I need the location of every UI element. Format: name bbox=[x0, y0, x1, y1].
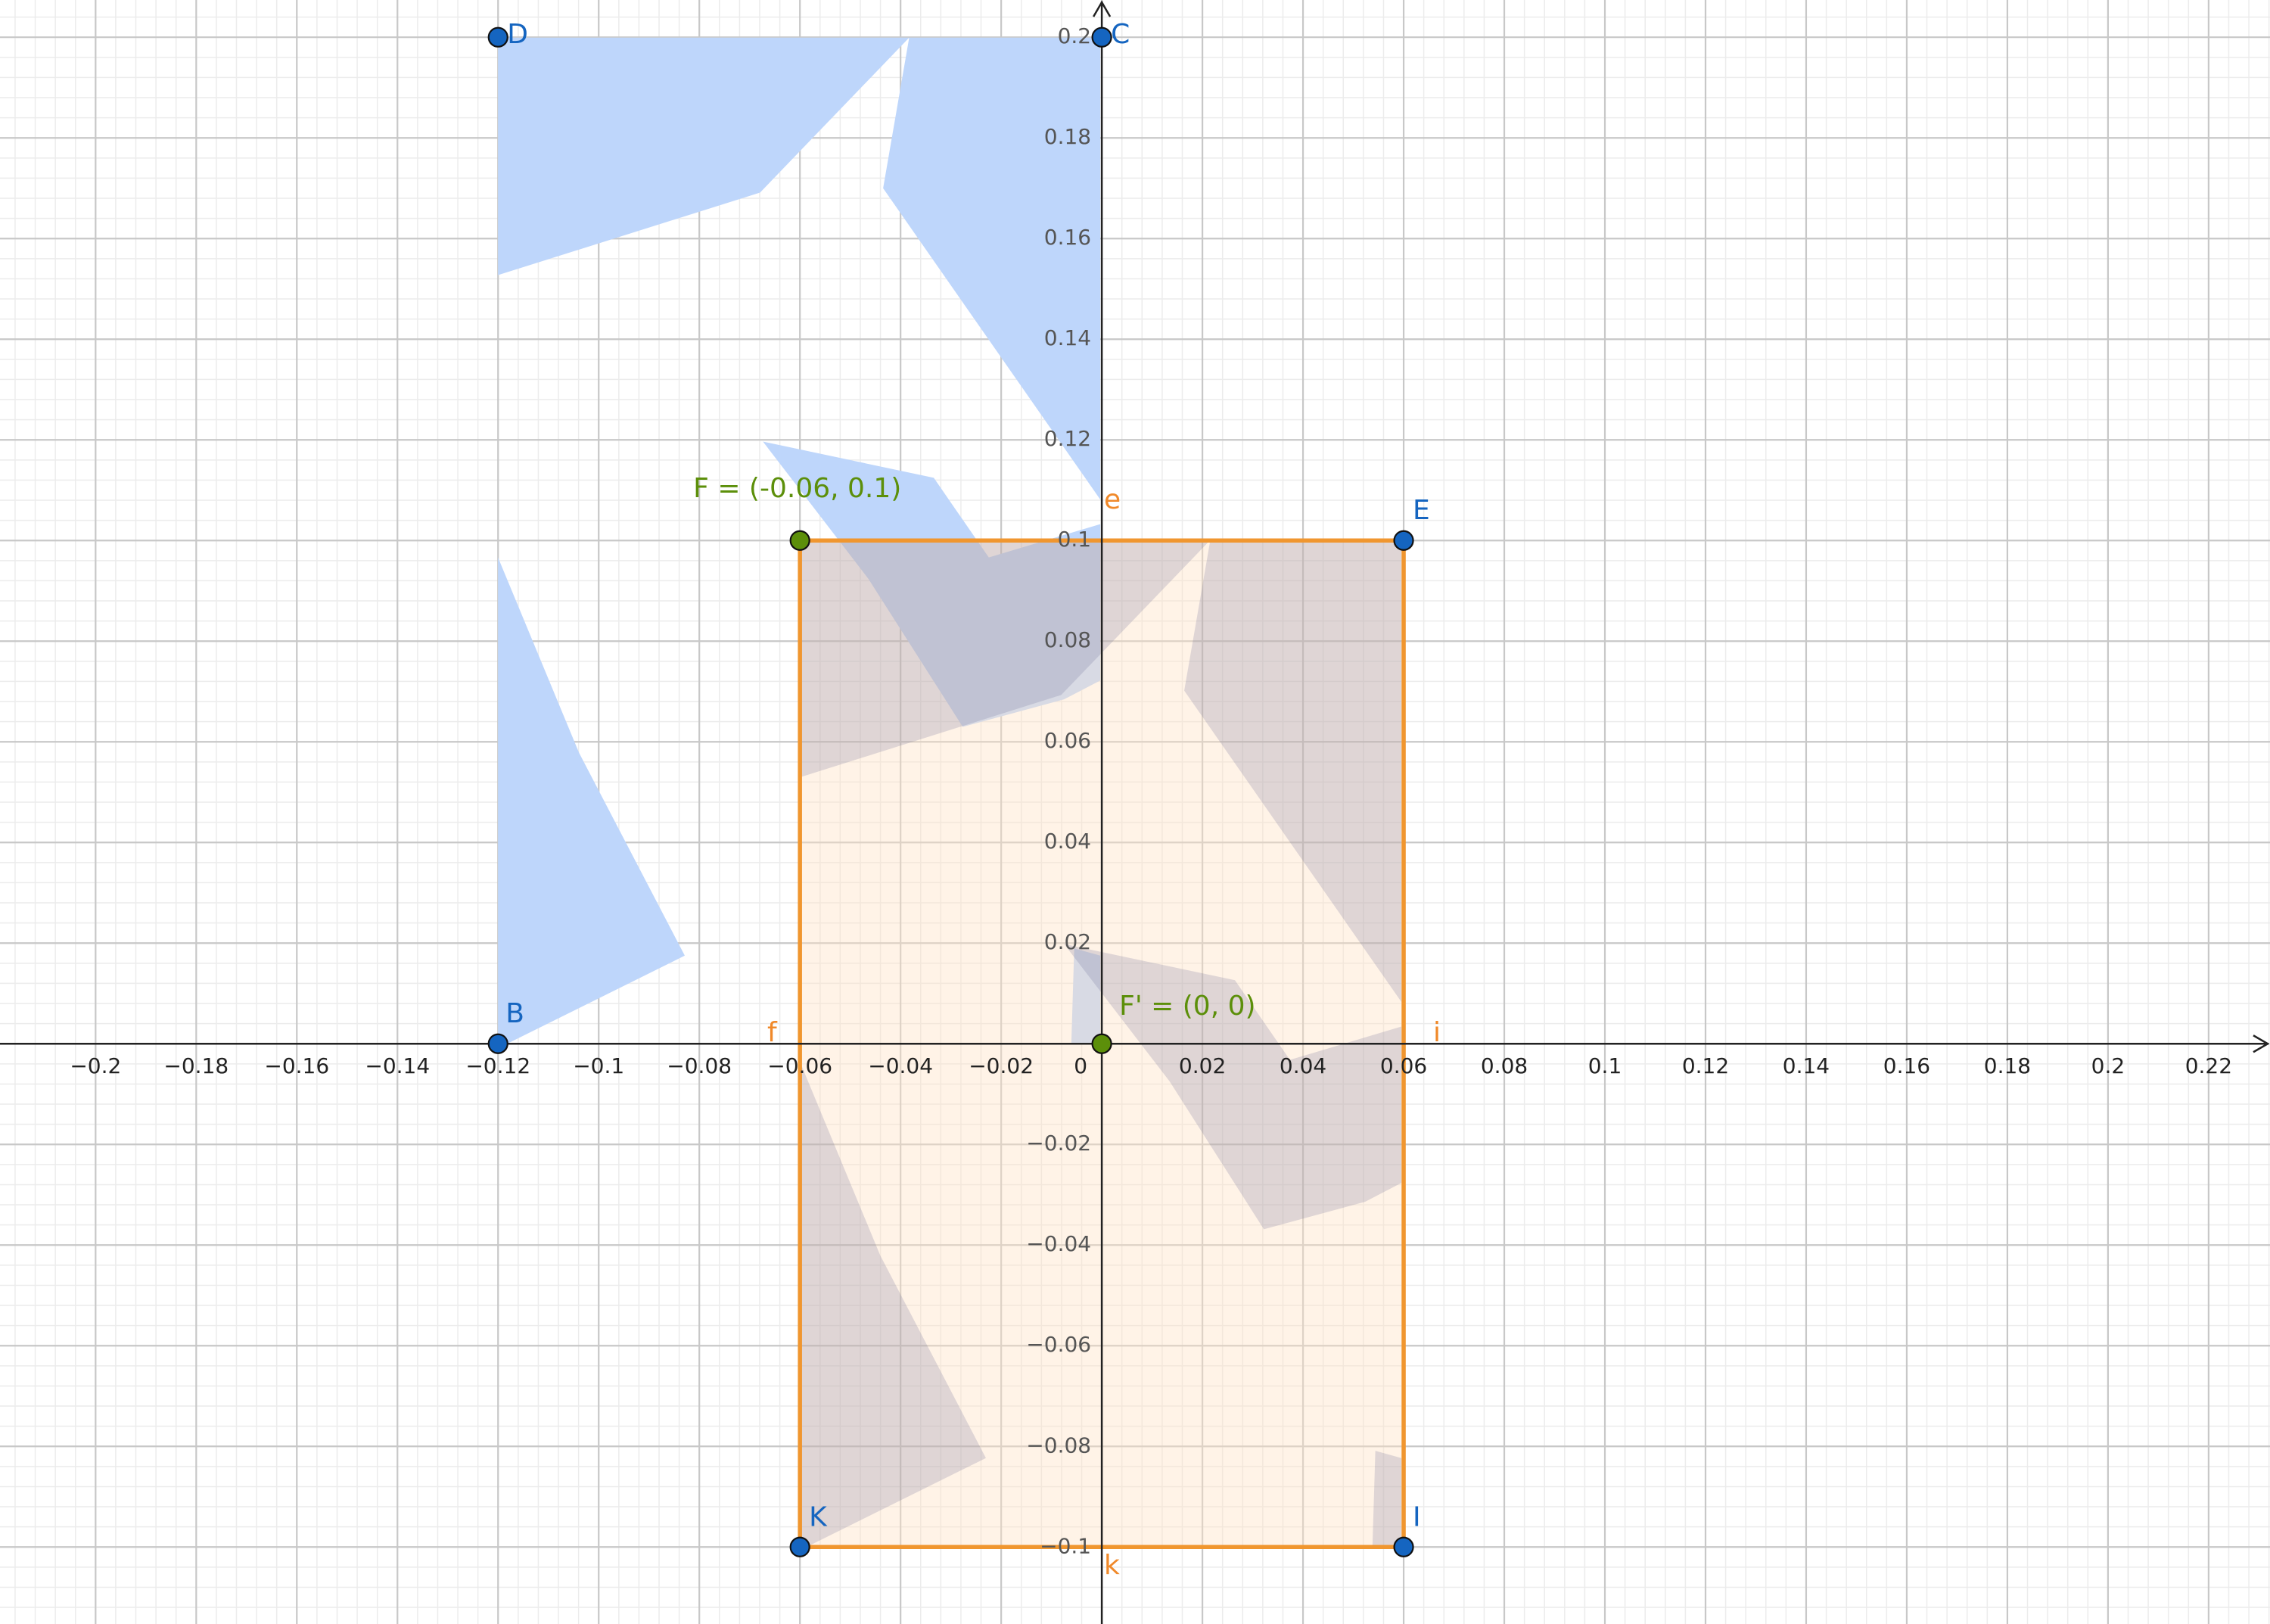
point bbox=[1393, 530, 1414, 551]
y-tick-label: −0.02 bbox=[1026, 1131, 1091, 1156]
point bbox=[487, 1033, 508, 1054]
x-tick-label: 0.08 bbox=[1481, 1053, 1528, 1078]
segment-label: f bbox=[767, 1017, 778, 1048]
point bbox=[1091, 1033, 1112, 1054]
y-tick-label: −0.04 bbox=[1026, 1231, 1091, 1256]
segment-label: k bbox=[1104, 1550, 1120, 1581]
x-tick-label: 0.18 bbox=[1984, 1053, 2031, 1078]
point-label: E bbox=[1413, 495, 1430, 526]
x-tick-label: 0.06 bbox=[1380, 1053, 1427, 1078]
x-tick-label: 0.16 bbox=[1883, 1053, 1930, 1078]
y-tick-label: −0.1 bbox=[1040, 1533, 1091, 1558]
point bbox=[789, 530, 810, 551]
y-tick-label: −0.08 bbox=[1026, 1433, 1091, 1458]
x-tick-label: −0.08 bbox=[667, 1053, 732, 1078]
x-tick-label: −0.14 bbox=[365, 1053, 430, 1078]
point bbox=[487, 26, 508, 48]
x-tick-label: 0.2 bbox=[2091, 1053, 2125, 1078]
x-tick-label: 0.12 bbox=[1682, 1053, 1729, 1078]
segment-label: i bbox=[1433, 1017, 1441, 1048]
x-tick-label: 0.14 bbox=[1783, 1053, 1830, 1078]
point bbox=[1091, 26, 1112, 48]
point-label: C bbox=[1111, 19, 1130, 50]
point-label: D bbox=[507, 19, 528, 50]
y-tick-label: 0.1 bbox=[1058, 527, 1092, 552]
labels: e f i k bbox=[767, 484, 1441, 1581]
y-tick-label: 0.02 bbox=[1044, 929, 1091, 954]
y-tick-label: 0.14 bbox=[1044, 325, 1091, 350]
y-tick-label: 0.04 bbox=[1044, 829, 1091, 854]
x-axis-arrow bbox=[2253, 1034, 2270, 1053]
point-label: F = (-0.06, 0.1) bbox=[693, 473, 901, 504]
y-tick-label: 0.16 bbox=[1044, 225, 1091, 250]
point bbox=[1393, 1536, 1414, 1557]
x-tick-label: −0.12 bbox=[465, 1053, 530, 1078]
x-tick-label: 0.02 bbox=[1179, 1053, 1226, 1078]
x-tick-label: −0.18 bbox=[163, 1053, 229, 1078]
points: D C B E F = (-0.06, 0.1) F' = (0, 0) K I bbox=[487, 19, 1430, 1557]
y-tick-label: −0.06 bbox=[1026, 1332, 1091, 1357]
point bbox=[789, 1536, 810, 1557]
x-tick-label: 0 bbox=[1074, 1053, 1087, 1078]
point-label: F' = (0, 0) bbox=[1119, 991, 1255, 1022]
x-tick-label: −0.02 bbox=[969, 1053, 1034, 1078]
point-label: I bbox=[1413, 1501, 1421, 1532]
x-tick-label: 0.04 bbox=[1280, 1053, 1326, 1078]
segment-label: e bbox=[1104, 484, 1121, 515]
y-tick-label: 0.08 bbox=[1044, 627, 1091, 652]
point-label: K bbox=[809, 1501, 828, 1532]
x-tick-label: 0.1 bbox=[1588, 1053, 1622, 1078]
y-axis-arrow bbox=[1093, 0, 1112, 17]
x-tick-label: −0.04 bbox=[868, 1053, 933, 1078]
y-tick-label: 0.12 bbox=[1044, 426, 1091, 451]
x-tick-label: 0.22 bbox=[2185, 1053, 2232, 1078]
point-label: B bbox=[505, 998, 524, 1029]
x-tick-label: −0.2 bbox=[70, 1053, 121, 1078]
x-tick-label: −0.06 bbox=[767, 1053, 832, 1078]
y-tick-label: 0.06 bbox=[1044, 728, 1091, 753]
x-tick-label: −0.1 bbox=[573, 1053, 624, 1078]
y-tick-label: 0.18 bbox=[1044, 124, 1091, 149]
y-tick-label: 0.2 bbox=[1058, 23, 1092, 48]
x-tick-label: −0.16 bbox=[264, 1053, 329, 1078]
